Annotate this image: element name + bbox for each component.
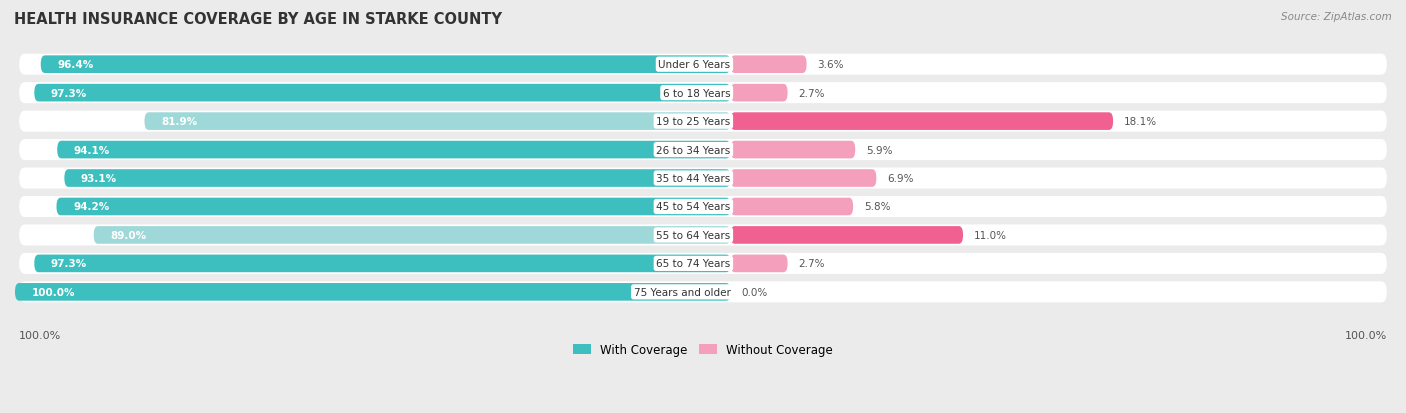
FancyBboxPatch shape bbox=[20, 197, 1386, 218]
Text: 55 to 64 Years: 55 to 64 Years bbox=[657, 230, 731, 240]
FancyBboxPatch shape bbox=[15, 283, 731, 301]
Text: 11.0%: 11.0% bbox=[974, 230, 1007, 240]
Text: Under 6 Years: Under 6 Years bbox=[658, 60, 731, 70]
FancyBboxPatch shape bbox=[731, 255, 787, 273]
Text: 6.9%: 6.9% bbox=[887, 173, 914, 184]
FancyBboxPatch shape bbox=[731, 170, 876, 188]
Text: 19 to 25 Years: 19 to 25 Years bbox=[657, 117, 731, 127]
FancyBboxPatch shape bbox=[20, 282, 1386, 303]
FancyBboxPatch shape bbox=[56, 198, 731, 216]
Text: 5.9%: 5.9% bbox=[866, 145, 893, 155]
Text: 81.9%: 81.9% bbox=[162, 117, 197, 127]
Text: HEALTH INSURANCE COVERAGE BY AGE IN STARKE COUNTY: HEALTH INSURANCE COVERAGE BY AGE IN STAR… bbox=[14, 12, 502, 27]
FancyBboxPatch shape bbox=[731, 56, 807, 74]
Text: 97.3%: 97.3% bbox=[51, 88, 87, 98]
FancyBboxPatch shape bbox=[20, 140, 1386, 161]
FancyBboxPatch shape bbox=[20, 253, 1386, 274]
Text: 0.0%: 0.0% bbox=[741, 287, 768, 297]
FancyBboxPatch shape bbox=[20, 55, 1386, 76]
Text: 96.4%: 96.4% bbox=[58, 60, 94, 70]
Text: 75 Years and older: 75 Years and older bbox=[634, 287, 731, 297]
Text: 5.8%: 5.8% bbox=[865, 202, 890, 212]
FancyBboxPatch shape bbox=[20, 112, 1386, 132]
FancyBboxPatch shape bbox=[41, 56, 731, 74]
FancyBboxPatch shape bbox=[34, 255, 731, 273]
Text: 94.1%: 94.1% bbox=[73, 145, 110, 155]
Text: 100.0%: 100.0% bbox=[1344, 330, 1386, 340]
Text: 35 to 44 Years: 35 to 44 Years bbox=[657, 173, 731, 184]
Text: 45 to 54 Years: 45 to 54 Years bbox=[657, 202, 731, 212]
Text: 3.6%: 3.6% bbox=[818, 60, 844, 70]
FancyBboxPatch shape bbox=[731, 113, 1114, 131]
Text: 93.1%: 93.1% bbox=[82, 173, 117, 184]
Text: 18.1%: 18.1% bbox=[1123, 117, 1157, 127]
FancyBboxPatch shape bbox=[731, 141, 855, 159]
FancyBboxPatch shape bbox=[20, 83, 1386, 104]
Text: 100.0%: 100.0% bbox=[31, 287, 75, 297]
FancyBboxPatch shape bbox=[20, 168, 1386, 189]
Text: 100.0%: 100.0% bbox=[20, 330, 62, 340]
Text: 65 to 74 Years: 65 to 74 Years bbox=[657, 259, 731, 269]
FancyBboxPatch shape bbox=[94, 227, 731, 244]
Text: 2.7%: 2.7% bbox=[799, 259, 825, 269]
FancyBboxPatch shape bbox=[731, 227, 963, 244]
Text: Source: ZipAtlas.com: Source: ZipAtlas.com bbox=[1281, 12, 1392, 22]
FancyBboxPatch shape bbox=[145, 113, 731, 131]
FancyBboxPatch shape bbox=[731, 198, 853, 216]
Text: 26 to 34 Years: 26 to 34 Years bbox=[657, 145, 731, 155]
FancyBboxPatch shape bbox=[34, 85, 731, 102]
FancyBboxPatch shape bbox=[65, 170, 731, 188]
Legend: With Coverage, Without Coverage: With Coverage, Without Coverage bbox=[568, 338, 838, 361]
FancyBboxPatch shape bbox=[731, 85, 787, 102]
Text: 6 to 18 Years: 6 to 18 Years bbox=[662, 88, 731, 98]
Text: 97.3%: 97.3% bbox=[51, 259, 87, 269]
Text: 2.7%: 2.7% bbox=[799, 88, 825, 98]
Text: 89.0%: 89.0% bbox=[110, 230, 146, 240]
Text: 94.2%: 94.2% bbox=[73, 202, 110, 212]
FancyBboxPatch shape bbox=[58, 141, 731, 159]
FancyBboxPatch shape bbox=[20, 225, 1386, 246]
